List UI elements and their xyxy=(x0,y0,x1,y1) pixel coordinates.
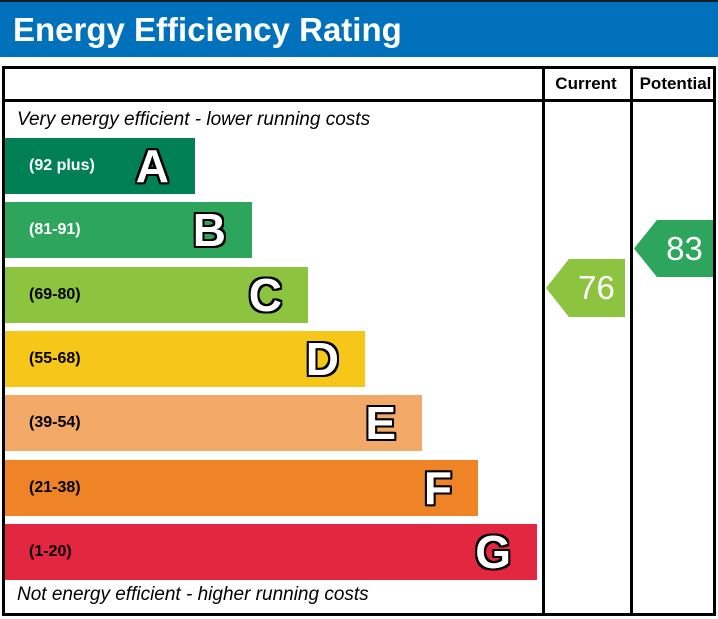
band-letter: B xyxy=(192,204,226,256)
rating-band-a: (92 plus) A xyxy=(5,138,195,194)
band-range-label: (55-68) xyxy=(29,350,81,367)
band-range-label: (81-91) xyxy=(29,221,81,238)
current-column-divider xyxy=(542,69,545,613)
current-column-header: Current xyxy=(555,74,617,93)
bottom-annotation: Not energy efficient - higher running co… xyxy=(17,584,369,605)
band-range-label: (92 plus) xyxy=(29,157,95,174)
top-annotation: Very energy efficient - lower running co… xyxy=(17,109,371,130)
top-edge-line xyxy=(0,0,718,2)
page-title: Energy Efficiency Rating xyxy=(13,11,402,48)
rating-band-e: (39-54) E xyxy=(5,395,422,451)
potential-column-header: Potential xyxy=(639,74,712,93)
band-range-label: (39-54) xyxy=(29,414,81,431)
band-letter: G xyxy=(475,526,511,578)
rating-band-c: (69-80) C xyxy=(5,267,308,323)
table-header-row: Current Potential xyxy=(5,69,713,102)
rating-band-d: (55-68) D xyxy=(5,331,365,387)
title-bar: Energy Efficiency Rating xyxy=(0,2,718,57)
band-range-label: (1-20) xyxy=(29,543,72,560)
rating-band-f: (21-38) F xyxy=(5,460,478,516)
band-range-label: (21-38) xyxy=(29,479,81,496)
rating-table: Current Potential Very energy efficient … xyxy=(2,66,716,616)
potential-rating-value: 83 xyxy=(666,229,703,267)
band-letter: F xyxy=(423,462,452,514)
rating-band-b: (81-91) B xyxy=(5,202,252,258)
rating-band-g: (1-20) G xyxy=(5,524,537,580)
band-letter: E xyxy=(365,397,396,449)
rating-bands: (92 plus) A (81-91) B (69-80) C (55-68) … xyxy=(5,69,542,613)
band-letter: A xyxy=(135,140,169,192)
current-rating-value: 76 xyxy=(578,269,615,306)
band-letter: D xyxy=(305,333,339,385)
potential-rating-arrow: 83 xyxy=(634,220,713,277)
band-letter: C xyxy=(248,269,282,321)
current-rating-arrow: 76 xyxy=(546,259,625,317)
potential-column-divider xyxy=(630,69,633,613)
band-range-label: (69-80) xyxy=(29,286,81,303)
